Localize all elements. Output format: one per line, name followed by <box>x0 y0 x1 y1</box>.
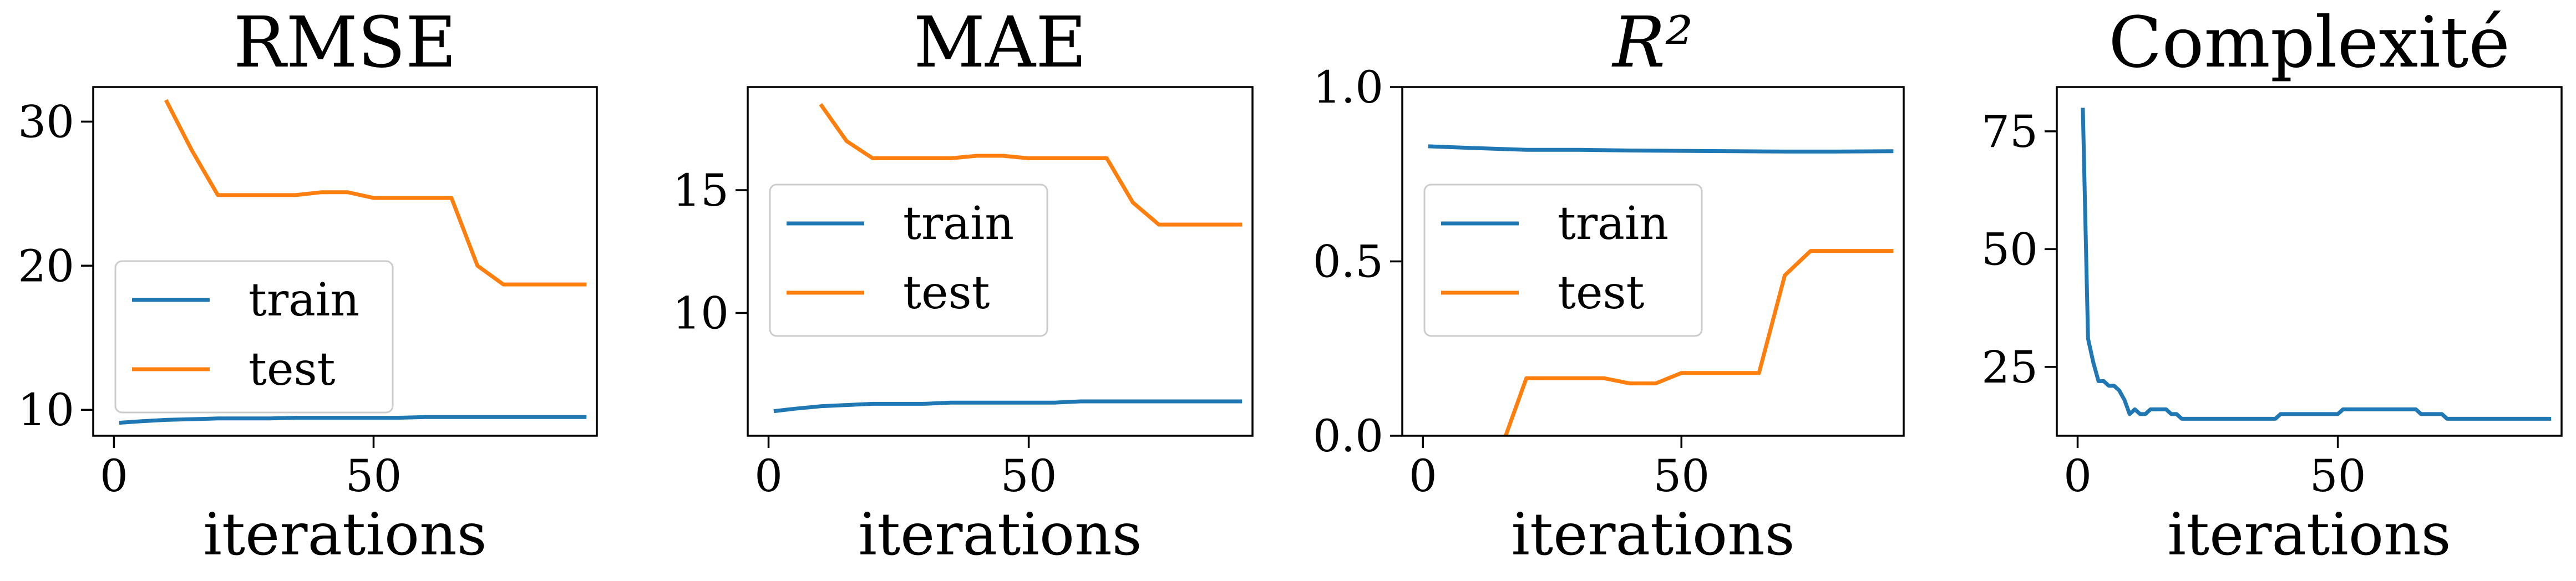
y-tick-label: 50 <box>1981 223 2038 275</box>
series-line-train <box>773 399 1243 414</box>
x-axis-label: iterations <box>203 501 486 568</box>
panel-mae: MAE 0 50 10 15 train test iterations <box>672 2 1254 568</box>
legend-label: train <box>249 274 359 327</box>
panel-title: RMSE <box>234 2 457 83</box>
series-group <box>1428 144 1894 436</box>
x-axis-label: iterations <box>858 501 1142 568</box>
panel-title: MAE <box>914 2 1087 83</box>
plot-area-mae: 0 50 10 15 train test <box>672 86 1254 502</box>
axes-frame <box>747 86 1254 437</box>
series-line-test <box>1503 249 1894 436</box>
x-tick-label: 50 <box>1653 450 1710 502</box>
y-tick-label: 10 <box>18 384 74 436</box>
y-tick-label: 75 <box>1981 106 2038 157</box>
x-tick-label: 50 <box>2310 450 2366 502</box>
y-tick-label: 20 <box>18 240 74 292</box>
x-tick-label: 0 <box>100 450 128 502</box>
series-line-line <box>2081 108 2552 421</box>
panel-r2: R² 0 50 0.0 0.5 1.0 train test iterations <box>1313 2 1905 568</box>
series-line-test <box>164 99 587 287</box>
y-tick-label: 1.0 <box>1313 62 1383 113</box>
panel-title: R² <box>1611 2 1693 83</box>
legend: train test <box>769 184 1048 337</box>
y-tick-label: 30 <box>18 96 74 147</box>
legend-label: test <box>249 343 336 396</box>
x-tick-label: 0 <box>1409 450 1437 502</box>
y-tick-label: 10 <box>672 288 729 339</box>
series-line-train <box>1428 144 1894 154</box>
x-tick-label: 0 <box>754 450 783 502</box>
panel-rmse: RMSE 0 50 10 20 30 train test iterations <box>18 2 598 568</box>
x-tick-label: 50 <box>1001 450 1057 502</box>
plot-area-rmse: 0 50 10 20 30 train test <box>18 86 598 502</box>
x-axis-label: iterations <box>1511 501 1794 568</box>
legend-label: test <box>1558 267 1645 319</box>
series-line-test <box>819 103 1243 227</box>
y-tick-label: 25 <box>1981 342 2038 393</box>
panel-complexite: Complexité 0 50 25 50 75 iterations <box>1981 2 2563 568</box>
axes-frame <box>92 86 598 437</box>
x-axis-label: iterations <box>2167 501 2451 568</box>
legend: train test <box>114 260 394 414</box>
y-tick-label: 15 <box>672 165 729 216</box>
y-tick-label: 0.0 <box>1313 410 1383 462</box>
legend-label: train <box>1558 197 1669 250</box>
series-group <box>2081 108 2552 421</box>
plot-area-r2: 0 50 0.0 0.5 1.0 train test <box>1313 62 1905 502</box>
plot-area-complexite: 0 50 25 50 75 <box>1981 86 2563 502</box>
y-tick-label: 0.5 <box>1313 236 1383 288</box>
series-group <box>119 99 587 425</box>
legend-label: test <box>903 267 990 319</box>
axes-frame <box>2056 86 2563 437</box>
legend-label: train <box>903 197 1014 250</box>
x-tick-label: 0 <box>2063 450 2092 502</box>
series-group <box>773 103 1243 414</box>
series-line-train <box>119 415 587 425</box>
panel-title: Complexité <box>2108 2 2510 83</box>
x-tick-label: 50 <box>346 450 402 502</box>
legend: train test <box>1423 184 1703 337</box>
